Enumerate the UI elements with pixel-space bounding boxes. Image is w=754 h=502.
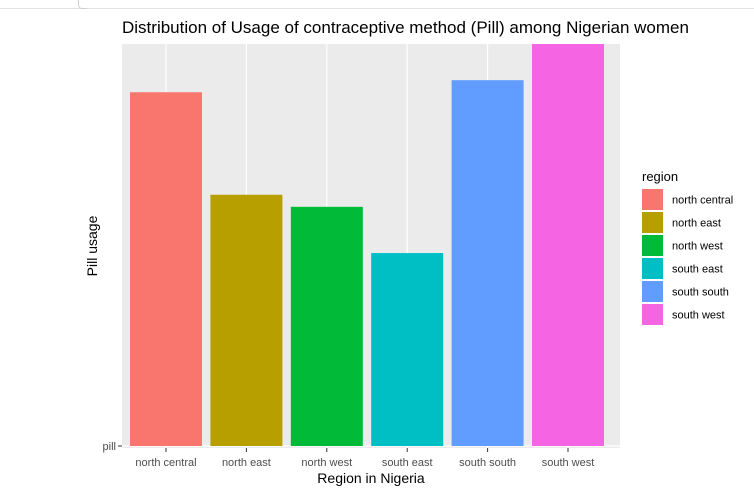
legend-swatch xyxy=(642,281,663,302)
window-top-strip xyxy=(0,0,754,9)
window-top-strip-left xyxy=(0,0,78,8)
legend-label: north east xyxy=(672,218,721,230)
chart-title: Distribution of Usage of contraceptive m… xyxy=(122,18,689,37)
x-tick-label: north west xyxy=(301,457,352,469)
x-tick-label: south south xyxy=(459,457,516,469)
legend-label: south east xyxy=(672,264,723,276)
legend-swatch xyxy=(642,235,663,256)
bar-south-south xyxy=(451,80,524,447)
legend: region north central north east north west… xyxy=(642,169,733,325)
axis-ticks: north central north east north west south e… xyxy=(103,441,595,469)
legend-label: north central xyxy=(672,195,733,207)
legend-swatch xyxy=(642,212,663,233)
x-axis-title: Region in Nigeria xyxy=(317,470,425,486)
y-tick-label: pill xyxy=(103,441,116,453)
window-top-corner xyxy=(78,0,87,9)
bars xyxy=(130,44,604,447)
bar-south-east xyxy=(371,253,444,446)
legend-label: north west xyxy=(672,241,723,253)
legend-swatch xyxy=(642,304,663,325)
bar-north-east xyxy=(210,194,283,446)
bar-south-west xyxy=(532,44,604,446)
legend-items: north central north east north west south e… xyxy=(642,189,733,325)
bar-north-central xyxy=(130,92,202,447)
x-tick-label: south east xyxy=(382,457,433,469)
legend-title: region xyxy=(642,169,678,184)
x-tick-label: north central xyxy=(135,457,196,469)
y-axis-title: Pill usage xyxy=(84,215,100,276)
legend-swatch xyxy=(642,189,663,210)
bar-north-west xyxy=(290,206,363,446)
legend-swatch xyxy=(642,258,663,279)
legend-label: south south xyxy=(672,287,729,299)
legend-label: south west xyxy=(672,310,725,322)
x-tick-label: north east xyxy=(222,457,271,469)
x-tick-label: south west xyxy=(542,457,595,469)
